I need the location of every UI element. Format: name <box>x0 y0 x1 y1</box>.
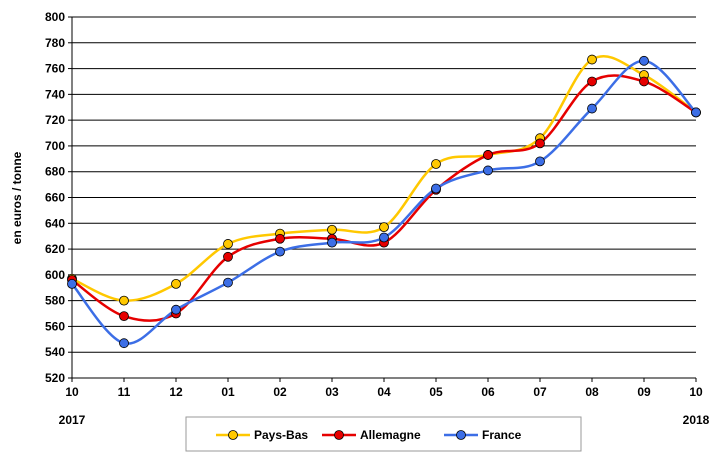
y-tick-label: 720 <box>45 113 65 127</box>
legend-box <box>185 416 582 452</box>
y-axis-label: en euros / tonne <box>10 151 24 244</box>
y-tick-label: 780 <box>45 36 65 50</box>
data-point <box>587 103 597 114</box>
x-tick-labels: 10 11 12 01 02 03 04 05 06 07 08 09 10 <box>65 378 703 399</box>
legend-swatch-marker <box>456 430 466 440</box>
data-point <box>223 251 233 262</box>
series-line <box>71 54 697 302</box>
y-tick-label: 580 <box>45 294 65 308</box>
data-point <box>171 278 181 289</box>
y-tick-label: 540 <box>45 345 65 359</box>
legend: Pays-Bas Allemagne France <box>185 416 582 452</box>
data-point <box>431 183 441 194</box>
year-label-start: 2017 <box>59 413 86 427</box>
x-tick-label: 11 <box>118 385 131 399</box>
y-tick-label: 520 <box>45 371 65 385</box>
y-tick-label: 600 <box>45 268 65 282</box>
y-tick-labels: 520 540 560 580 600 620 640 660 680 700 720 740 760 7… <box>45 10 72 385</box>
data-point <box>119 295 129 306</box>
data-point <box>691 107 701 118</box>
data-point <box>379 232 389 243</box>
data-point <box>223 239 233 249</box>
legend-swatch-marker <box>334 430 344 440</box>
y-tick-label: 560 <box>45 319 65 333</box>
data-point <box>639 76 649 87</box>
series-line <box>71 59 697 345</box>
x-tick-label: 09 <box>637 385 651 399</box>
y-tick-label: 660 <box>45 191 65 205</box>
data-point <box>639 55 649 66</box>
x-tick-label: 06 <box>481 385 495 399</box>
year-label-end: 2018 <box>683 413 710 427</box>
y-tick-label: 740 <box>45 87 65 101</box>
data-point <box>119 311 129 322</box>
y-tick-label: 700 <box>45 139 65 153</box>
series-line <box>71 74 697 322</box>
data-point <box>67 278 77 289</box>
data-point <box>483 150 493 160</box>
data-point <box>483 165 493 176</box>
legend-label: France <box>482 428 522 442</box>
y-tick-label: 760 <box>45 62 65 76</box>
x-tick-label: 07 <box>533 385 547 399</box>
x-tick-label: 04 <box>377 385 391 399</box>
y-tick-label: 640 <box>45 216 65 230</box>
x-tick-label: 10 <box>65 385 79 399</box>
data-point <box>171 304 181 315</box>
data-point <box>275 246 285 257</box>
data-point <box>327 237 337 248</box>
legend-swatch-marker <box>228 430 238 440</box>
data-point <box>223 277 233 288</box>
y-tick-label: 680 <box>45 165 65 179</box>
data-point <box>327 224 337 235</box>
data-point <box>535 156 545 167</box>
data-point <box>379 222 389 233</box>
data-point <box>431 159 441 169</box>
x-tick-label: 02 <box>273 385 287 399</box>
x-tick-label: 08 <box>585 385 599 399</box>
x-tick-label: 01 <box>221 385 235 399</box>
legend-label: Allemagne <box>360 428 421 442</box>
series-layer <box>67 54 701 349</box>
x-tick-label: 03 <box>325 385 339 399</box>
y-tick-label: 800 <box>45 10 65 24</box>
data-point <box>119 338 129 349</box>
y-tick-label: 620 <box>45 242 65 256</box>
data-point <box>587 76 597 87</box>
legend-label: Pays-Bas <box>254 428 308 442</box>
grid-lines <box>72 16 696 353</box>
x-tick-label: 05 <box>429 385 443 399</box>
x-tick-label: 10 <box>689 385 703 399</box>
x-tick-label: 12 <box>169 385 183 399</box>
data-point <box>535 138 545 149</box>
data-point <box>587 54 597 65</box>
data-point <box>275 233 285 244</box>
